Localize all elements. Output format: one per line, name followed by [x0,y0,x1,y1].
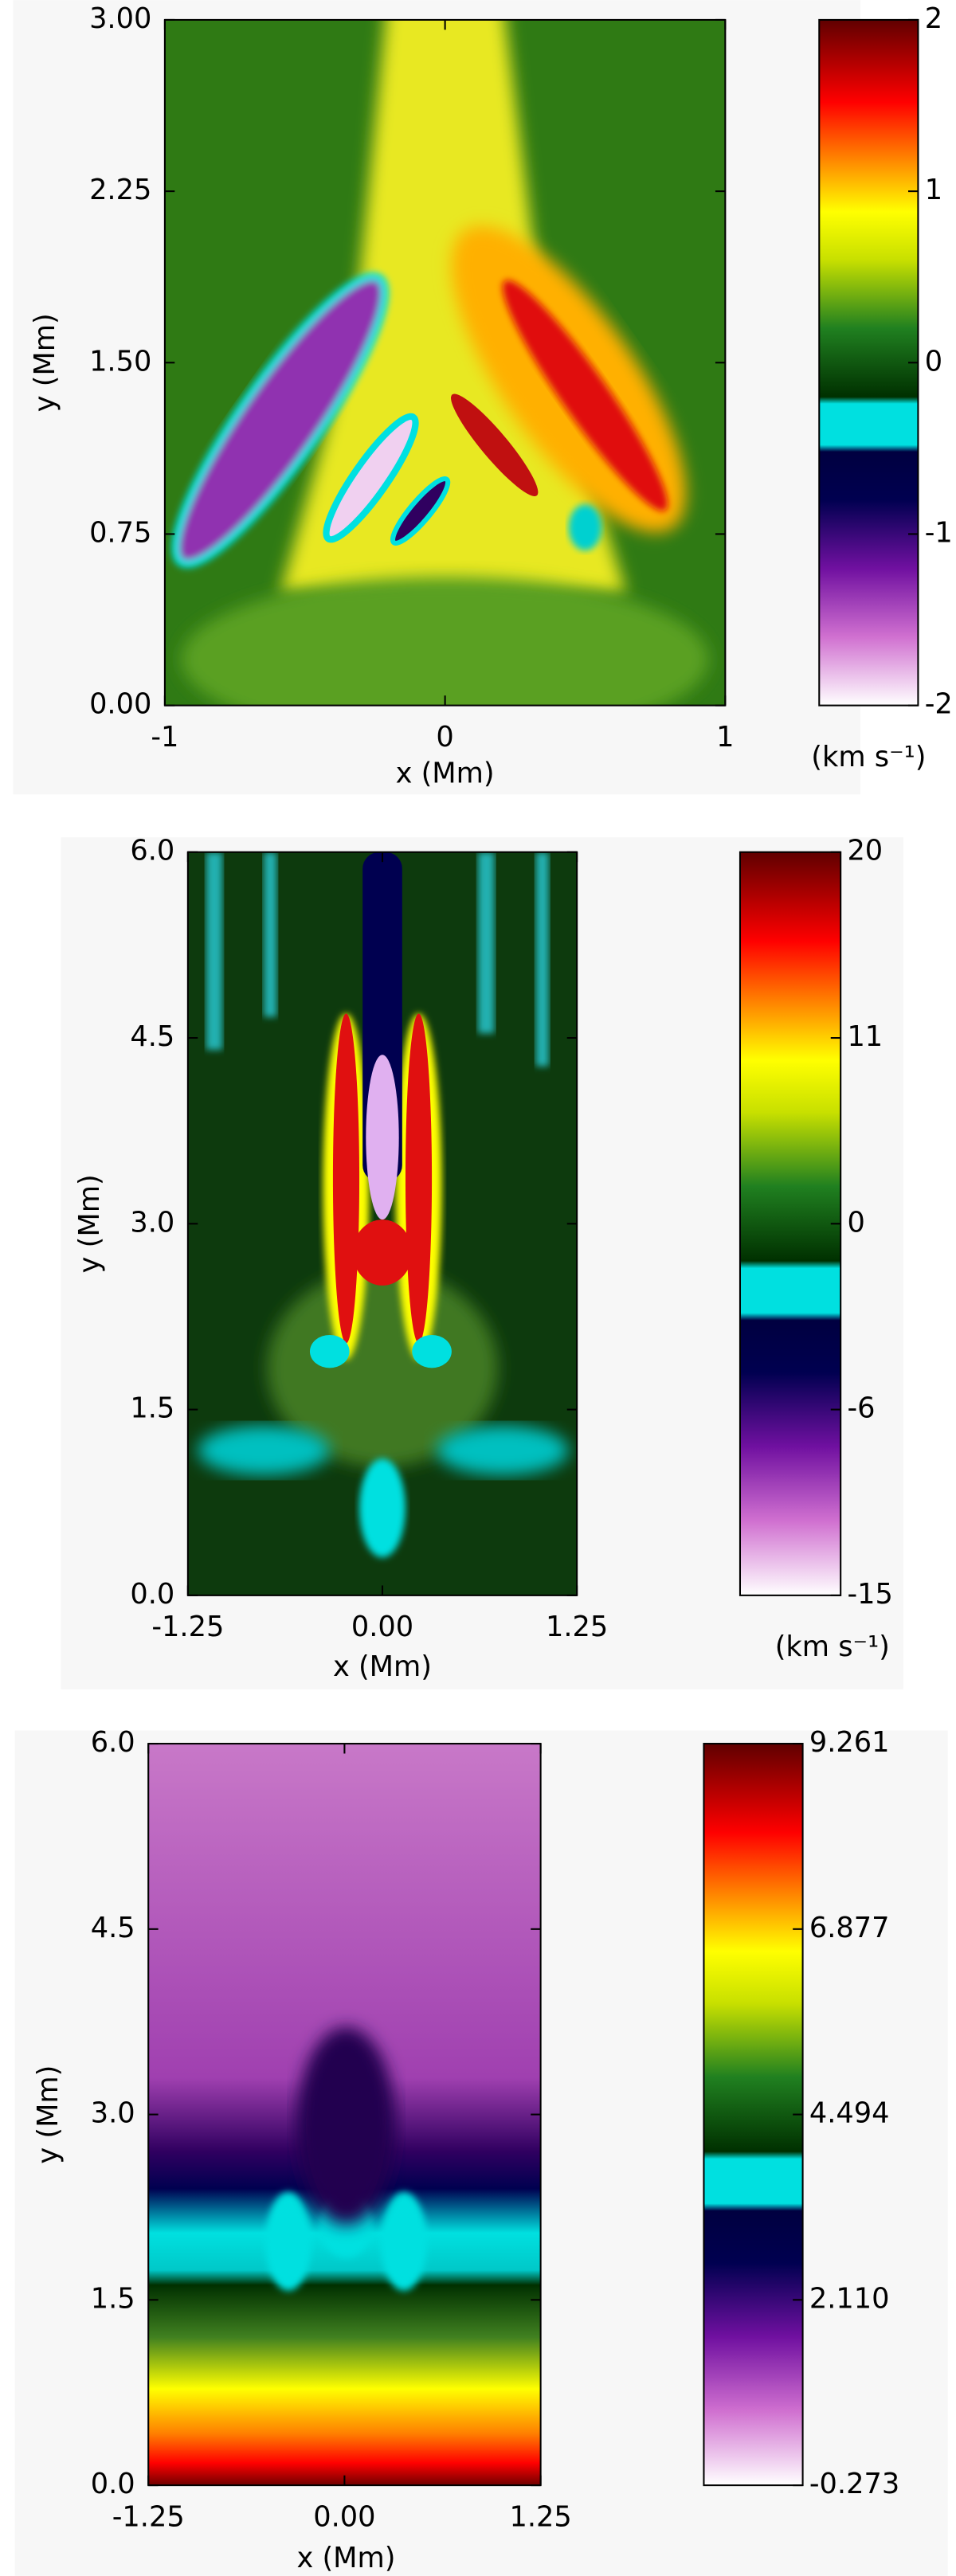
colorbar-label: (km s⁻¹) [775,1631,890,1663]
colorbar-tick-label: 6.877 [809,1912,890,1944]
x-axis-label: x (Mm) [396,758,495,790]
y-tick-label: 0.00 [89,688,151,721]
x-tick-label: -1.25 [151,1611,224,1643]
colorbar-tick-label: 2.110 [809,2282,890,2315]
x-tick-label: 1 [716,721,734,754]
colorbar-tick-label: -0.273 [809,2468,899,2500]
colorbar-label: (km s⁻¹) [811,741,926,773]
colorbar-tick-label: 20 [847,835,883,867]
field-image [187,851,578,1595]
x-tick-label: 0.00 [351,1611,413,1643]
x-tick-label: 0.00 [313,2500,375,2533]
colorbar-tick-label: -1 [925,516,953,549]
colorbar-tick-label: 9.261 [809,1726,890,1759]
colorbar-tick-label: 0 [925,345,942,378]
colorbar-tick-label: -15 [847,1578,892,1611]
colorbar [818,18,919,707]
y-tick-label: 3.0 [130,1206,174,1239]
colorbar [739,851,842,1596]
y-tick-label: 3.00 [89,2,151,35]
y-axis-label: y (Mm) [73,1174,106,1273]
y-tick-label: 1.50 [89,345,151,378]
y-tick-label: 0.0 [130,1578,174,1611]
colorbar-tick-label: 11 [847,1020,883,1053]
colorbar-tick-label: -6 [847,1392,875,1425]
field-image [148,1744,541,2486]
x-tick-label: 1.25 [546,1611,608,1643]
colorbar-tick-label: 4.494 [809,2097,890,2130]
x-tick-label: 0 [436,721,453,754]
y-tick-label: 2.25 [89,174,151,206]
y-tick-label: 4.5 [130,1020,174,1053]
x-axis-label: x (Mm) [333,1650,432,1683]
y-tick-label: 6.0 [91,1726,135,1759]
x-axis-label: x (Mm) [296,2542,395,2574]
y-tick-label: 0.75 [89,516,151,549]
colorbar-tick-label: 0 [847,1206,864,1239]
x-tick-label: -1 [151,721,178,754]
y-axis-label: y (Mm) [29,313,61,412]
colorbar-tick-label: 1 [925,174,942,206]
colorbar-tick-label: 2 [925,2,942,35]
y-tick-label: 1.5 [91,2282,135,2315]
x-tick-label: 1.25 [509,2500,571,2533]
y-tick-label: 3.0 [91,2097,135,2130]
colorbar [703,1743,804,2487]
y-axis-label: y (Mm) [32,2065,65,2164]
y-tick-label: 0.0 [91,2468,135,2500]
x-tick-label: -1.25 [112,2500,185,2533]
field-image [164,19,726,706]
y-tick-label: 4.5 [91,1912,135,1944]
y-tick-label: 1.5 [130,1392,174,1425]
y-tick-label: 6.0 [130,835,174,867]
colorbar-tick-label: -2 [925,688,953,721]
